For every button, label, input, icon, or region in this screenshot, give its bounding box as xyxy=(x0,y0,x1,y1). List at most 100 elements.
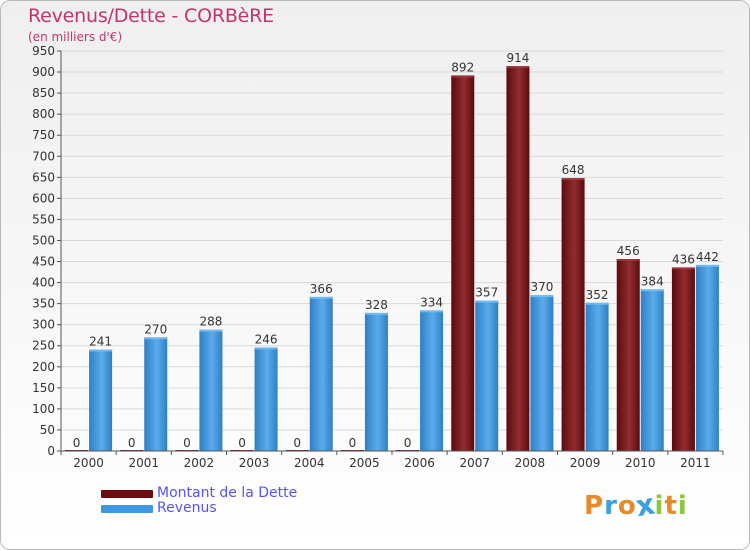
bar-debt-cap xyxy=(506,66,530,69)
x-tick-label: 2008 xyxy=(515,456,546,470)
y-tick-label: 100 xyxy=(32,402,55,416)
x-tick-label: 2003 xyxy=(239,456,270,470)
x-tick-label: 2010 xyxy=(625,456,656,470)
y-tick-label: 650 xyxy=(32,170,55,184)
value-label-revenus: 442 xyxy=(696,250,719,264)
value-label-debt: 914 xyxy=(506,51,529,65)
logo-letter: i xyxy=(677,491,688,521)
x-tick-label: 2001 xyxy=(128,456,159,470)
bar-revenus xyxy=(640,289,664,451)
x-axis: 2000 2001 2002 2003 2004 2005 2006 2007 2008 2009… xyxy=(60,450,724,470)
value-label-revenus: 246 xyxy=(255,332,278,346)
logo-letter: r xyxy=(604,491,618,521)
y-tick-label: 0 xyxy=(47,444,55,458)
bar-debt xyxy=(671,267,695,451)
value-label-revenus: 334 xyxy=(420,295,443,309)
value-label-debt: 0 xyxy=(238,436,246,450)
value-label-revenus: 288 xyxy=(199,315,222,329)
proxiti-logo: Proxiti xyxy=(584,488,688,524)
value-label-revenus: 352 xyxy=(586,288,609,302)
logo-letter: t xyxy=(664,491,678,521)
chart-title: Revenus/Dette - CORBèRE xyxy=(28,5,274,27)
x-tick-label: 2004 xyxy=(294,456,325,470)
bar-revenus xyxy=(89,349,113,451)
y-tick-label: 200 xyxy=(32,360,55,374)
x-tick-label: 2002 xyxy=(184,456,215,470)
bar-revenus-cap xyxy=(199,329,223,332)
logo-letter: P xyxy=(584,491,605,521)
gridlines xyxy=(61,50,723,452)
y-tick-label: 500 xyxy=(32,233,55,247)
bar-revenus xyxy=(199,329,223,451)
chart-subtitle: (en milliers d'€) xyxy=(28,30,123,44)
bar-revenus xyxy=(364,312,388,451)
value-label-revenus: 384 xyxy=(641,274,664,288)
bar-revenus-cap xyxy=(89,349,113,352)
y-tick-label: 700 xyxy=(32,149,55,163)
bar-revenus-cap xyxy=(144,337,168,340)
value-label-debt: 892 xyxy=(451,60,474,74)
legend-label-revenus: Revenus xyxy=(157,500,217,516)
value-label-revenus: 270 xyxy=(144,322,167,336)
bar-revenus-cap xyxy=(420,310,444,313)
bar-revenus-cap xyxy=(530,295,554,298)
value-label-revenus: 328 xyxy=(365,298,388,312)
x-tick-label: 2007 xyxy=(459,456,490,470)
bar-revenus-cap xyxy=(695,264,719,267)
bar-revenus xyxy=(144,337,168,451)
bar-revenus xyxy=(585,302,609,451)
y-tick-label: 750 xyxy=(32,128,55,142)
value-label-debt: 0 xyxy=(349,436,357,450)
y-tick-label: 800 xyxy=(32,107,55,121)
y-tick-label: 850 xyxy=(32,86,55,100)
y-tick-label: 900 xyxy=(32,65,55,79)
value-label-revenus: 241 xyxy=(89,335,112,349)
logo-letter: o xyxy=(617,491,637,521)
bar-debt-cap xyxy=(451,75,475,78)
value-label-debt: 0 xyxy=(73,436,81,450)
value-label-debt: 0 xyxy=(404,436,412,450)
legend-swatch-debt xyxy=(101,490,153,498)
legend-label-debt: Montant de la Dette xyxy=(157,485,298,501)
bar-revenus xyxy=(254,347,278,451)
x-tick-label: 2011 xyxy=(680,456,711,470)
y-tick-label: 450 xyxy=(32,255,55,269)
bar-debt xyxy=(451,75,475,451)
y-tick-label: 300 xyxy=(32,318,55,332)
x-tick-label: 2009 xyxy=(570,456,601,470)
y-tick-label: 950 xyxy=(32,44,55,58)
bar-revenus-cap xyxy=(475,300,499,303)
value-label-revenus: 366 xyxy=(310,282,333,296)
value-label-revenus: 357 xyxy=(475,286,498,300)
bar-debt-cap xyxy=(616,259,640,261)
y-axis: 0 50 100 150 200 250 300 350 400 450 500 550 600 650 7… xyxy=(32,44,62,458)
bar-debt-cap xyxy=(671,267,695,270)
value-label-debt: 0 xyxy=(183,436,191,450)
bar-revenus xyxy=(420,310,444,451)
x-tick-label: 2005 xyxy=(349,456,380,470)
y-tick-label: 250 xyxy=(32,339,55,353)
y-tick-label: 550 xyxy=(32,212,55,226)
bar-revenus-cap xyxy=(585,302,609,305)
bar-debt xyxy=(506,66,530,451)
bar-revenus-cap xyxy=(364,312,388,315)
value-labels: 0 241 0 270 0 288 0 246 0 366 0 328 0 334 892 357 914 370… xyxy=(73,51,719,450)
x-tick-label: 2000 xyxy=(73,456,104,470)
value-label-debt: 0 xyxy=(293,436,301,450)
legend-swatch-revenus xyxy=(101,505,153,513)
logo-letter: i xyxy=(654,491,665,521)
y-tick-label: 600 xyxy=(32,191,55,205)
bar-revenus xyxy=(475,300,499,451)
bar-revenus xyxy=(695,264,719,451)
y-tick-label: 150 xyxy=(32,381,55,395)
value-label-debt: 0 xyxy=(128,436,136,450)
value-label-debt: 436 xyxy=(672,252,695,266)
value-label-debt: 456 xyxy=(617,244,640,258)
bar-revenus-cap xyxy=(640,289,664,292)
y-tick-label: 350 xyxy=(32,297,55,311)
value-label-debt: 648 xyxy=(562,163,585,177)
x-tick-label: 2006 xyxy=(404,456,435,470)
y-tick-label: 400 xyxy=(32,276,55,290)
